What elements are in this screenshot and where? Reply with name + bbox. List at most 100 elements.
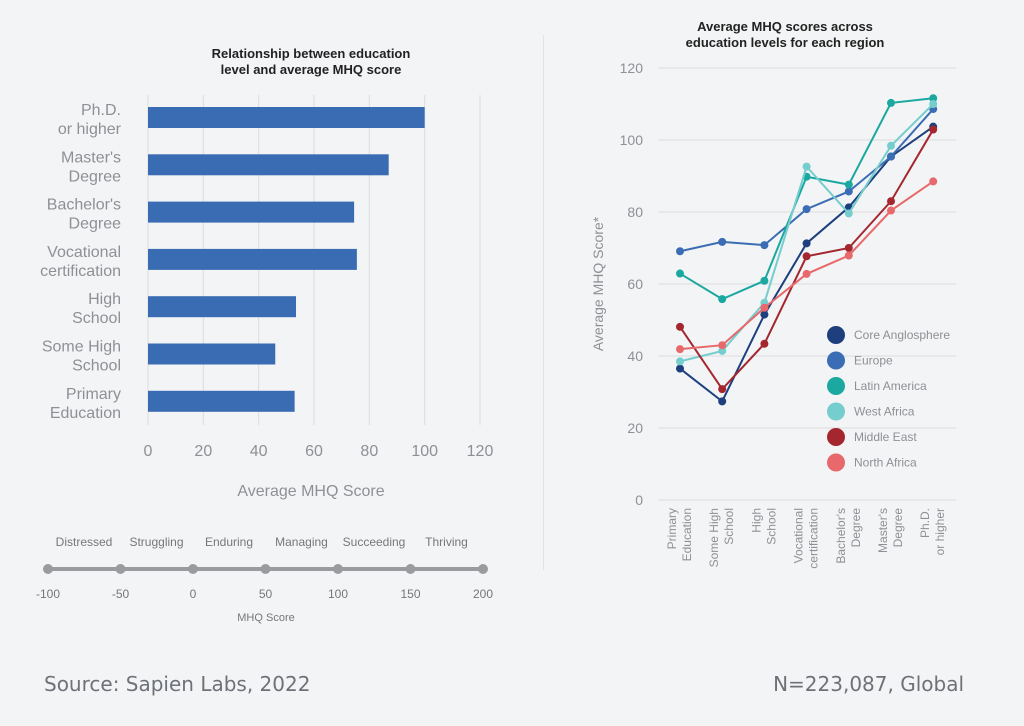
scale-band-label: Enduring [205, 535, 253, 549]
point-middle-east [760, 339, 769, 348]
point-west-africa [718, 346, 727, 355]
bar-some-high-school [148, 343, 276, 365]
y-category-label: Ph.D. [81, 102, 121, 119]
y-tick-label: 0 [635, 492, 643, 508]
panel-divider [543, 35, 544, 570]
x-tick-label: 20 [194, 443, 212, 460]
point-europe [844, 187, 853, 196]
scale-label: MHQ Score [237, 612, 294, 624]
scale-band-label: Struggling [129, 535, 183, 549]
legend-label: Middle East [854, 430, 917, 444]
legend-swatch [827, 428, 845, 446]
point-europe [802, 205, 811, 214]
scale-band-label: Managing [275, 535, 328, 549]
point-latin-america [718, 295, 727, 304]
x-category-label: Primary [665, 508, 679, 549]
x-category-label: certification [807, 508, 821, 569]
x-category-label: Vocational [792, 508, 806, 563]
x-category-label: Degree [849, 508, 863, 548]
x-category-label: School [764, 508, 778, 545]
scale-band-label: Thriving [425, 535, 468, 549]
legend-label: North Africa [854, 456, 917, 470]
point-west-africa [929, 100, 938, 108]
y-category-label: Primary [66, 386, 121, 403]
point-europe [760, 241, 769, 250]
point-latin-america [844, 180, 853, 189]
point-latin-america [760, 276, 769, 285]
point-latin-america [676, 269, 684, 278]
x-tick-label: 80 [360, 443, 378, 460]
x-tick-label: 0 [144, 443, 153, 460]
x-category-label: Degree [891, 508, 905, 548]
x-tick-label: 60 [305, 443, 323, 460]
scale-tick-label: -50 [112, 587, 130, 601]
scale-tick-label: 100 [328, 587, 348, 601]
bar-bachelor-s-degree [148, 201, 355, 223]
scale-dot [188, 564, 198, 574]
point-middle-east [676, 322, 684, 331]
x-category-label: Some High [707, 508, 721, 567]
scale-dot [333, 564, 343, 574]
line-chart-title: education levels for each region [686, 35, 885, 50]
point-latin-america [929, 94, 938, 103]
point-europe [718, 237, 727, 246]
scale-tick-label: 150 [400, 587, 420, 601]
scale-dot [405, 564, 416, 574]
y-category-label: certification [40, 263, 121, 280]
bar-master-s-degree [148, 154, 389, 176]
point-north-africa [802, 269, 811, 278]
source-note: Source: Sapien Labs, 2022 [44, 672, 311, 696]
legend-label: Europe [854, 354, 893, 368]
x-axis-label: Average MHQ Score [237, 483, 384, 500]
y-tick-label: 20 [627, 420, 643, 436]
scale-tick-label: -100 [36, 587, 60, 601]
line-latin-america [679, 97, 934, 301]
y-category-label: High [88, 291, 121, 308]
scale-tick-label: 0 [190, 587, 197, 601]
legend-swatch [827, 326, 845, 344]
legend-label: West Africa [854, 405, 915, 419]
point-west-africa [676, 357, 684, 366]
x-tick-label: 40 [250, 443, 268, 460]
line-chart-title: Average MHQ scores across [697, 19, 873, 34]
y-tick-label: 120 [620, 60, 644, 76]
point-europe [676, 247, 684, 256]
point-north-africa [887, 206, 895, 215]
point-core-anglosphere [802, 239, 811, 248]
y-tick-label: 80 [627, 204, 643, 220]
point-middle-east [802, 252, 811, 261]
y-category-label: Vocational [47, 244, 121, 261]
point-core-anglosphere [760, 310, 769, 319]
y-axis-label: Average MHQ Score* [590, 216, 606, 351]
point-middle-east [887, 197, 895, 206]
y-category-label: Bachelor's [47, 197, 121, 214]
x-category-label: School [722, 508, 736, 545]
line-west-africa [679, 103, 934, 363]
bar-vocational-certification [148, 248, 357, 270]
scale-band-label: Distressed [56, 535, 113, 549]
y-category-label: School [72, 310, 121, 327]
scale-dot [43, 564, 53, 574]
x-tick-label: 100 [411, 443, 438, 460]
y-category-label: Degree [69, 168, 122, 185]
point-middle-east [929, 125, 938, 134]
legend-swatch [827, 351, 845, 370]
point-north-africa [676, 345, 684, 354]
y-category-label: Degree [69, 216, 122, 233]
sample-note: N=223,087, Global [773, 672, 964, 696]
point-latin-america [887, 98, 895, 107]
point-west-africa [802, 162, 811, 171]
y-tick-label: 40 [627, 348, 643, 364]
legend-swatch [827, 377, 845, 395]
scale-tick-label: 50 [259, 587, 273, 601]
y-category-label: Master's [61, 149, 121, 166]
scale-band-label: Succeeding [343, 535, 406, 549]
scale-dot [260, 564, 271, 574]
point-north-africa [844, 251, 853, 260]
x-tick-label: 120 [467, 443, 494, 460]
y-tick-label: 60 [627, 276, 643, 292]
legend-label: Latin America [854, 379, 927, 393]
point-west-africa [844, 209, 853, 218]
point-west-africa [887, 141, 895, 150]
